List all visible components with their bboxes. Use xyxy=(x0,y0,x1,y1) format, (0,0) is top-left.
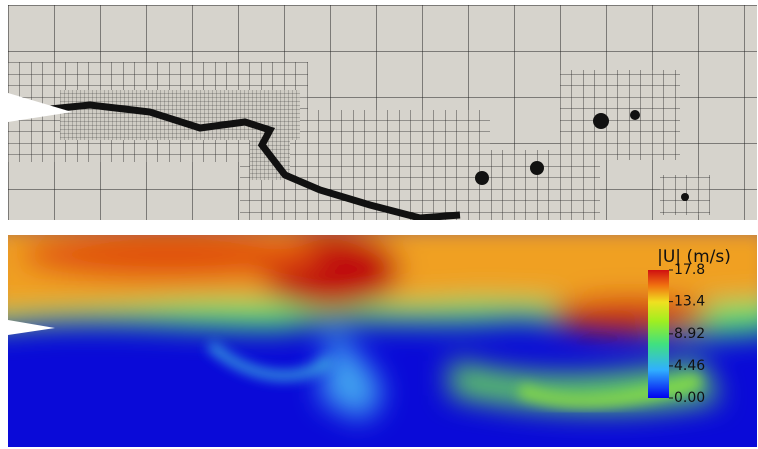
colorbar-tick-label: 17.8 xyxy=(674,262,705,278)
colorbar: |U| (m/s) 0.00 4.46 8.92 13.4 17.8 xyxy=(648,247,731,406)
colorbar-tick-label: 8.92 xyxy=(674,326,705,342)
mesh-panel xyxy=(8,5,757,220)
colorbar-tick-label: 4.46 xyxy=(674,358,705,374)
colorbar-title: |U| (m/s) xyxy=(657,247,731,267)
colorbar-tick-label: 0.00 xyxy=(674,390,705,406)
velocity-panel xyxy=(8,235,757,447)
colorbar-tick-label: 13.4 xyxy=(674,294,705,310)
colorbar-gradient xyxy=(648,270,669,398)
